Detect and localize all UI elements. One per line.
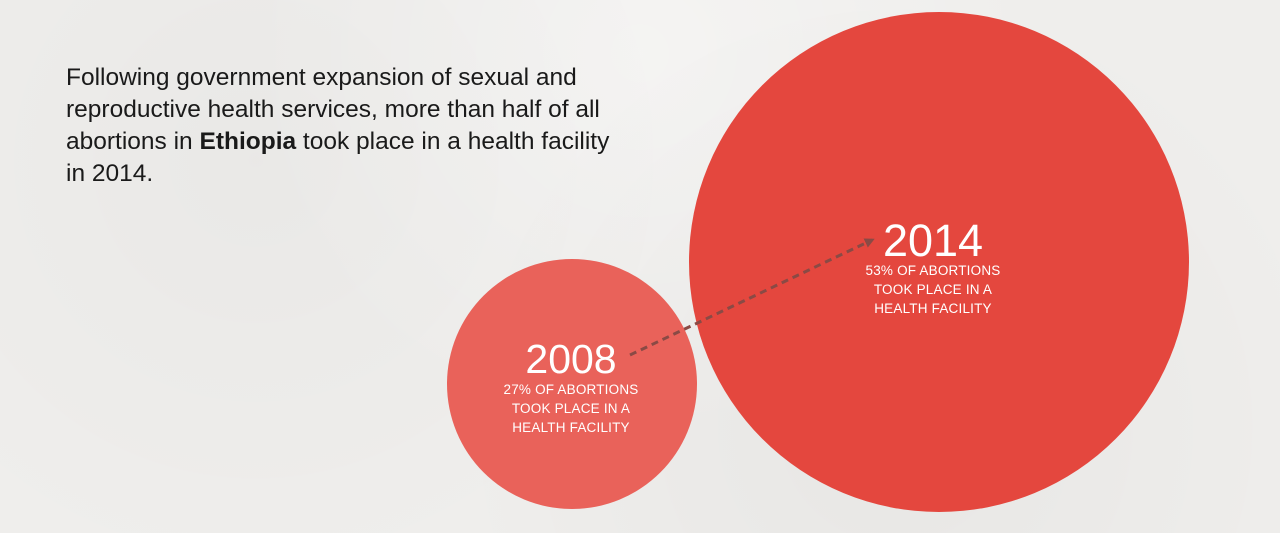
desc-label-2014-line-3: HEALTH FACILITY xyxy=(874,301,992,316)
desc-label-2008-line-3: HEALTH FACILITY xyxy=(512,420,630,435)
year-label-2008: 2008 xyxy=(525,336,616,382)
bubble-2008 xyxy=(447,259,697,509)
headline-text-after: took place in a health facility in 2014. xyxy=(66,128,610,187)
headline-text-before: Following government expansion of sexual… xyxy=(66,64,600,155)
headline-country: Ethiopia xyxy=(199,128,297,155)
desc-label-2014-line-1: 53% OF ABORTIONS xyxy=(866,263,1001,278)
desc-label-2008-line-1: 27% OF ABORTIONS xyxy=(504,382,639,397)
trend-arrow xyxy=(629,238,875,357)
year-label-2014: 2014 xyxy=(883,215,983,266)
desc-label-2008-line-2: TOOK PLACE IN A xyxy=(512,401,630,416)
headline: Following government expansion of sexual… xyxy=(66,62,626,190)
bubble-2014 xyxy=(689,12,1189,512)
desc-label-2014-line-2: TOOK PLACE IN A xyxy=(874,282,992,297)
